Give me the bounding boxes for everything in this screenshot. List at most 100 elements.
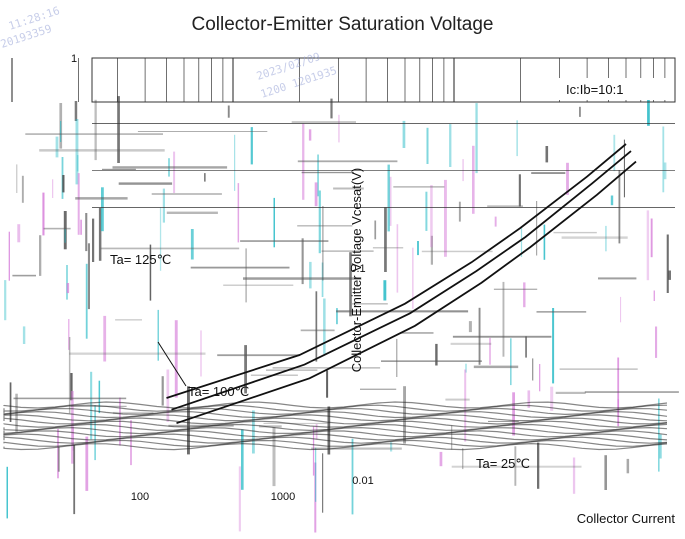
noise-stroke	[351, 438, 354, 515]
noise-stroke	[668, 270, 671, 280]
series-label: Ta= 25℃	[476, 456, 530, 471]
noise-stroke	[6, 466, 8, 519]
noise-band	[321, 250, 374, 252]
noise-stroke	[384, 207, 387, 272]
noise-stroke	[412, 247, 414, 309]
noise-stroke	[94, 99, 97, 161]
noise-wave	[3, 404, 668, 412]
noise-stroke	[174, 320, 178, 398]
noise-stroke	[550, 386, 554, 411]
noise-band	[598, 277, 637, 280]
noise-stroke	[620, 296, 622, 323]
noise-stroke	[426, 127, 429, 164]
noise-band	[381, 360, 482, 362]
noise-band	[115, 319, 142, 321]
noise-stroke	[512, 392, 515, 436]
noise-stroke	[85, 263, 88, 339]
noise-stroke	[173, 151, 176, 193]
noise-stroke	[204, 173, 206, 182]
noise-stroke	[77, 173, 80, 235]
noise-stroke	[525, 336, 527, 358]
noise-stroke	[468, 321, 472, 333]
noise-band	[553, 231, 597, 234]
noise-stroke	[64, 229, 66, 243]
legend-box	[556, 78, 668, 100]
noise-band	[536, 311, 587, 313]
noise-stroke	[653, 290, 655, 301]
noise-wave	[3, 436, 668, 444]
noise-stroke	[610, 195, 614, 206]
noise-stroke	[241, 429, 244, 490]
noise-band	[25, 133, 163, 135]
noise-stroke	[318, 190, 321, 254]
noise-stroke	[494, 216, 497, 227]
x-tick-label: 1000	[271, 491, 295, 503]
noise-stroke	[166, 369, 170, 422]
noise-stroke	[98, 380, 101, 414]
noise-stroke	[537, 442, 540, 489]
noise-stroke	[94, 405, 96, 461]
noise-stroke	[566, 162, 569, 195]
noise-stroke	[604, 455, 607, 490]
noise-stroke	[312, 426, 315, 476]
noise-stroke	[462, 448, 464, 470]
noise-band	[258, 425, 282, 428]
noise-band	[311, 447, 402, 450]
plot-frame	[91, 57, 676, 103]
noise-stroke	[383, 280, 387, 301]
noise-band	[168, 424, 234, 427]
noise-stroke	[514, 446, 517, 486]
noise-stroke	[234, 134, 236, 191]
noise-stroke	[62, 175, 65, 193]
series-line	[166, 143, 627, 399]
noise-stroke	[315, 291, 318, 362]
noise-stroke	[92, 218, 95, 262]
plot-grid	[11, 57, 676, 208]
noise-stroke	[465, 363, 467, 373]
noise-stroke	[647, 95, 650, 126]
noise-stroke	[317, 154, 319, 197]
noise-stroke	[626, 458, 630, 474]
noise-stroke	[425, 191, 428, 231]
noise-stroke	[244, 345, 247, 394]
noise-band	[360, 388, 397, 390]
noise-band	[190, 266, 290, 269]
noise-band	[118, 182, 173, 185]
noise-stroke	[572, 457, 576, 494]
noise-stroke	[545, 146, 549, 163]
y-tick-label: 0.1	[350, 263, 365, 275]
noise-band	[336, 310, 469, 313]
noise-stroke	[39, 235, 42, 276]
noise-stroke	[57, 429, 59, 479]
noise-band	[297, 225, 353, 227]
noise-band	[137, 131, 268, 132]
noise-stroke	[444, 179, 447, 257]
noise-stroke	[308, 129, 312, 141]
noise-stroke	[539, 364, 541, 392]
noise-band	[487, 205, 523, 207]
noise-stroke	[159, 207, 162, 271]
series-label: Ta= 125℃	[110, 252, 171, 267]
noise-stroke	[439, 451, 443, 467]
noise-stroke	[76, 155, 79, 172]
noise-stroke	[389, 176, 392, 226]
y-axis-label: Collector-Emitter Voltage Vcesat(V)	[349, 168, 364, 372]
noise-stroke	[9, 382, 12, 422]
label-pointer	[157, 341, 187, 387]
noise-stroke	[70, 373, 73, 401]
noise-stroke	[449, 124, 452, 167]
noise-wave	[3, 417, 668, 425]
noise-stroke	[60, 121, 62, 142]
noise-stroke	[314, 182, 318, 207]
chart-title: Collector-Emitter Saturation Voltage	[191, 14, 494, 35]
noise-stroke	[16, 164, 18, 193]
noise-stroke	[502, 281, 505, 357]
noise-band	[39, 149, 165, 152]
noise-band	[223, 284, 294, 286]
noise-stroke	[552, 308, 555, 384]
noise-wave	[3, 407, 668, 416]
noise-stroke	[403, 386, 406, 444]
noise-band	[151, 193, 222, 195]
noise-stroke	[301, 238, 304, 285]
